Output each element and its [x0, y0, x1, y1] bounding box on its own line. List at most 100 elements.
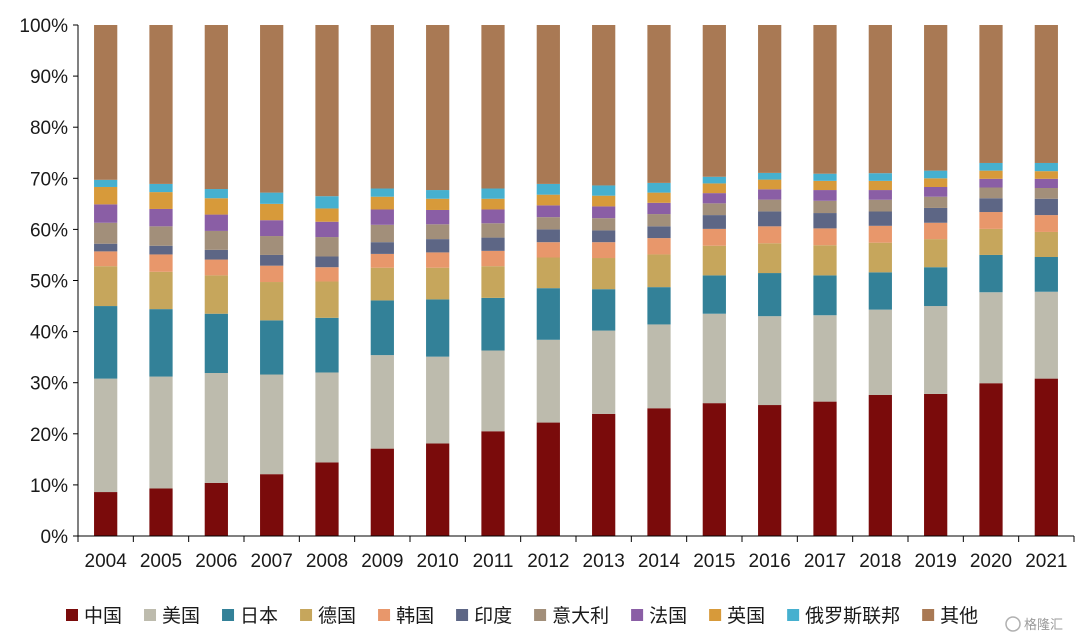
- bar-2018-中国: [868, 394, 892, 536]
- y-axis-ticks: 0% 10% 20% 30% 40% 50% 60% 70% 80% 90% 100%: [19, 16, 78, 548]
- bar-2010-中国: [426, 443, 450, 536]
- bar-2010-韩国: [426, 252, 450, 268]
- bar-2020-美国: [979, 292, 1003, 384]
- bar-2021-韩国: [1034, 215, 1058, 232]
- bar-2020-英国: [979, 170, 1003, 179]
- bar-2018-德国: [868, 242, 892, 273]
- bar-2019-印度: [924, 207, 948, 223]
- x-tick-label: 2005: [140, 551, 182, 572]
- bar-2020-其他: [979, 25, 1003, 163]
- bar-2018-美国: [868, 309, 892, 395]
- bar-2004-意大利: [94, 222, 118, 244]
- bar-2007-英国: [260, 203, 284, 221]
- bars-group: [94, 25, 1058, 536]
- bar-2009-英国: [370, 196, 394, 210]
- bar-2010-英国: [426, 198, 450, 210]
- x-tick-label: 2018: [859, 551, 901, 572]
- legend-swatch: [922, 609, 935, 621]
- bar-2004-韩国: [94, 251, 118, 267]
- bar-2016-日本: [758, 273, 782, 317]
- legend-swatch: [66, 609, 78, 621]
- bar-2018-意大利: [868, 199, 892, 212]
- y-tick-label: 40%: [30, 323, 68, 344]
- bar-2014-其他: [647, 25, 671, 183]
- bar-2009-日本: [370, 300, 394, 356]
- bar-2019-法国: [924, 186, 948, 197]
- bar-2005-日本: [149, 309, 173, 377]
- bar-2010-德国: [426, 267, 450, 300]
- legend-swatch: [300, 609, 313, 621]
- bar-2018-英国: [868, 180, 892, 191]
- x-tick-label: 2014: [638, 551, 681, 572]
- bar-2017-美国: [813, 315, 837, 402]
- bar-2018-俄罗斯联邦: [868, 173, 892, 181]
- bar-2007-美国: [260, 374, 284, 475]
- bar-2007-中国: [260, 474, 284, 536]
- legend-swatch: [534, 609, 547, 621]
- y-tick-label: 90%: [30, 67, 68, 88]
- bar-2016-韩国: [758, 226, 782, 244]
- watermark-logo-icon: [1005, 616, 1021, 632]
- bar-2012-美国: [536, 339, 560, 423]
- legend: 中国 美国 日本 德国 韩国 印度 意大利 法国 英国 俄罗斯联邦 其他: [66, 605, 978, 627]
- bar-2005-韩国: [149, 254, 173, 272]
- bar-2006-意大利: [204, 230, 228, 250]
- bar-2009-意大利: [370, 224, 394, 243]
- bar-2018-其他: [868, 25, 892, 174]
- x-tick-label: 2016: [749, 551, 791, 572]
- bar-2005-英国: [149, 192, 173, 209]
- bar-2010-印度: [426, 239, 450, 253]
- bar-2008-英国: [315, 208, 339, 222]
- bar-2021-英国: [1034, 171, 1058, 179]
- bar-2013-中国: [592, 413, 616, 536]
- bar-2021-德国: [1034, 231, 1058, 257]
- x-axis-ticks: 2004 2005 2006 2007 2008 2009 2010 2011 2012 2013…: [77, 536, 1075, 572]
- legend-label: 日本: [240, 605, 278, 627]
- bar-2014-中国: [647, 408, 671, 536]
- y-tick-label: 20%: [30, 425, 68, 446]
- bar-2019-俄罗斯联邦: [924, 170, 948, 179]
- bar-2008-印度: [315, 256, 339, 268]
- bar-2004-德国: [94, 266, 118, 307]
- bar-2006-美国: [204, 372, 228, 483]
- x-tick-label: 2006: [195, 551, 237, 572]
- bar-2009-韩国: [370, 253, 394, 268]
- bar-2004-印度: [94, 243, 118, 252]
- bar-2013-俄罗斯联邦: [592, 185, 616, 196]
- bar-2004-日本: [94, 306, 118, 379]
- bar-2009-美国: [370, 355, 394, 449]
- y-tick-label: 50%: [30, 272, 68, 293]
- bar-2020-中国: [979, 383, 1003, 536]
- bar-2015-中国: [702, 403, 726, 536]
- bar-2005-印度: [149, 245, 173, 255]
- y-tick-label: 100%: [19, 16, 68, 37]
- bar-2018-印度: [868, 211, 892, 226]
- bar-2016-英国: [758, 179, 782, 190]
- legend-label: 印度: [474, 605, 512, 627]
- bar-2011-日本: [481, 297, 505, 351]
- bar-2015-俄罗斯联邦: [702, 176, 726, 184]
- bar-2019-美国: [924, 306, 948, 394]
- bar-2005-法国: [149, 208, 173, 227]
- legend-label: 德国: [318, 605, 356, 627]
- bar-2004-其他: [94, 25, 118, 180]
- bar-2021-俄罗斯联邦: [1034, 162, 1058, 172]
- bar-2015-印度: [702, 215, 726, 229]
- bar-2006-日本: [204, 313, 228, 373]
- bar-2021-中国: [1034, 378, 1058, 536]
- bar-2012-俄罗斯联邦: [536, 183, 560, 195]
- legend-label: 俄罗斯联邦: [805, 605, 900, 627]
- bar-2009-印度: [370, 242, 394, 254]
- bar-2014-日本: [647, 287, 671, 325]
- bar-2006-俄罗斯联邦: [204, 189, 228, 199]
- bar-2007-德国: [260, 282, 284, 321]
- bar-2020-德国: [979, 228, 1003, 255]
- bar-2017-其他: [813, 25, 837, 174]
- bar-2012-印度: [536, 229, 560, 243]
- bar-2011-中国: [481, 431, 505, 536]
- legend-label: 美国: [162, 605, 200, 627]
- bar-2020-意大利: [979, 187, 1003, 199]
- bar-2007-日本: [260, 320, 284, 375]
- bar-2020-日本: [979, 254, 1003, 293]
- bar-2011-其他: [481, 25, 505, 189]
